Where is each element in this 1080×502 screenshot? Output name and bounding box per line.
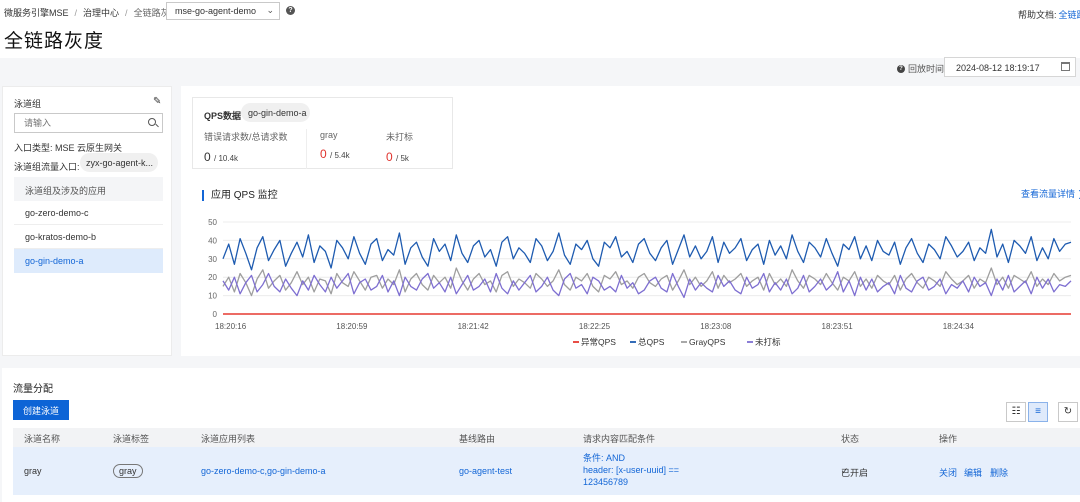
help-doc-link[interactable]: 全链路 [1058, 10, 1080, 20]
traffic-panel: 流量分配 创建泳道 ☷ ≡ ↻ 泳道名称 泳道标签 泳道应用列表 基线路由 请求… [2, 368, 1080, 502]
lane-group-search-input[interactable] [14, 113, 163, 133]
filter-settings-icon[interactable]: ☷ [1006, 402, 1026, 422]
x-tick-label: 18:23:51 [822, 322, 854, 331]
breadcrumb: 微服务引擎MSE / 治理中心 / 全链路灰度 [4, 6, 179, 19]
refresh-icon[interactable]: ↻ [1058, 402, 1078, 422]
y-tick-label: 20 [208, 273, 217, 282]
lane-app-list-header: 泳道组及涉及的应用 [14, 177, 163, 201]
col-match-condition: 请求内容匹配条件 [583, 434, 656, 444]
close-lane-link[interactable]: 关闭 [939, 468, 958, 478]
breadcrumb-current: 全链路灰度 [133, 8, 179, 18]
stat-untagged: 未打标 0 / 5k [386, 130, 413, 164]
col-baseline: 基线路由 [459, 434, 496, 444]
status-text: 已开启 [841, 468, 869, 478]
divider [306, 129, 307, 169]
lane-app-item[interactable]: go-zero-demo-c [14, 201, 163, 225]
table-header: 泳道名称 泳道标签 泳道应用列表 基线路由 请求内容匹配条件 状态 操作 [13, 428, 1080, 447]
app-select-value: mse-go-agent-demo [175, 6, 257, 16]
traffic-title: 流量分配 [13, 384, 53, 395]
y-tick-label: 40 [208, 236, 217, 245]
stat-value: 0 / 5.4k [320, 147, 350, 161]
x-tick-label: 18:20:16 [215, 322, 247, 331]
col-lane-tag: 泳道标签 [113, 434, 150, 444]
calendar-icon[interactable] [1061, 62, 1070, 71]
stat-label: 错误请求数/总请求数 [204, 132, 288, 142]
legend-label: 未打标 [755, 337, 781, 347]
lane-apps-link[interactable]: go-zero-demo-c,go-gin-demo-a [201, 466, 326, 476]
x-tick-label: 18:21:42 [458, 322, 490, 331]
stat-label: 未打标 [386, 132, 414, 142]
stat-label: gray [320, 130, 338, 140]
app-select[interactable]: mse-go-agent-demo ⌄ [166, 2, 280, 20]
entry-gateway-chip[interactable]: zyx-go-agent-k... [80, 153, 158, 172]
breadcrumb-separator: / [125, 7, 128, 18]
series-line-总QPS [222, 228, 1072, 271]
qps-panel: QPS数据 go-gin-demo-a 错误请求数/总请求数 0 / 10.4k… [181, 86, 1080, 356]
monitor-title: 应用 QPS 监控 [202, 190, 278, 201]
x-tick-label: 18:23:08 [700, 322, 732, 331]
breadcrumb-separator: / [74, 7, 78, 18]
legend-label: GrayQPS [689, 337, 726, 347]
search-icon[interactable] [148, 118, 156, 126]
replay-time-picker[interactable]: 2024-08-12 18:19:17 [944, 57, 1076, 77]
stat-value: 0 / 5k [386, 150, 409, 164]
qps-card-title: QPS数据 [204, 111, 242, 121]
stat-gray: gray 0 / 5.4k [320, 130, 350, 161]
legend-label: 异常QPS [581, 337, 616, 347]
entry-label: 泳道组流量入口: [14, 162, 80, 172]
legend-label: 总QPS [638, 337, 665, 347]
question-icon[interactable]: ? [897, 64, 905, 73]
x-tick-label: 18:22:25 [579, 322, 611, 331]
stat-value: 0 / 10.4k [204, 150, 239, 164]
replay-time-value: 2024-08-12 18:19:17 [956, 63, 1040, 73]
entry-type: 入口类型: MSE 云原生网关 [14, 143, 123, 153]
breadcrumb-mse[interactable]: 微服务引擎MSE [4, 8, 69, 18]
top-header: 微服务引擎MSE / 治理中心 / 全链路灰度 mse-go-agent-dem… [0, 0, 1080, 58]
match-condition-1: 条件: AND [583, 453, 626, 463]
breadcrumb-governance[interactable]: 治理中心 [83, 8, 120, 18]
col-status: 状态 [841, 434, 860, 444]
lane-tag-badge: gray [113, 464, 143, 478]
lane-group-title: 泳道组 [14, 99, 42, 109]
view-traffic-detail-link[interactable]: 查看流量详情 ❯ [1021, 189, 1080, 199]
check-icon: ✓ [841, 466, 849, 476]
help-doc: 帮助文档:全链路 [1018, 8, 1080, 21]
series-line-未打标 [222, 271, 1072, 299]
chevron-down-icon: ⌄ [266, 5, 274, 15]
help-icon[interactable]: ? [286, 6, 295, 15]
table-row: gray gray go-zero-demo-c,go-gin-demo-a g… [13, 447, 1080, 495]
qps-card: QPS数据 go-gin-demo-a 错误请求数/总请求数 0 / 10.4k… [192, 97, 453, 169]
page-title: 全链路灰度 [4, 31, 105, 52]
col-actions: 操作 [939, 434, 958, 444]
col-lane-name: 泳道名称 [24, 434, 61, 444]
y-tick-label: 30 [208, 255, 217, 264]
stat-error-total: 错误请求数/总请求数 0 / 10.4k [204, 130, 288, 164]
replay-time-text: 回放时间 [908, 64, 945, 74]
lane-group-panel: 泳道组 ✎ 入口类型: MSE 云原生网关 泳道组流量入口: zyx-go-ag… [2, 86, 172, 356]
replay-time-label: ? 回放时间 [897, 62, 944, 75]
baseline-link[interactable]: go-agent-test [459, 466, 513, 476]
y-tick-label: 10 [208, 292, 217, 301]
lane-app-item-selected[interactable]: go-gin-demo-a [14, 249, 163, 273]
delete-lane-link[interactable]: 删除 [990, 468, 1009, 478]
qps-app-chip: go-gin-demo-a [241, 103, 310, 122]
series-line-GrayQPS [222, 267, 1072, 297]
match-condition-3: 123456789 [583, 477, 629, 487]
y-tick-label: 0 [213, 310, 218, 319]
col-lane-apps: 泳道应用列表 [201, 434, 256, 444]
x-tick-label: 18:20:59 [336, 322, 368, 331]
edit-icon[interactable]: ✎ [153, 96, 162, 107]
help-doc-label: 帮助文档: [1018, 10, 1057, 20]
qps-line-chart: 0 10 20 30 40 50 18:20:16 18:20:59 18:21:42 18:22… [208, 218, 1072, 347]
list-view-icon[interactable]: ≡ [1028, 402, 1048, 422]
edit-lane-link[interactable]: 编辑 [964, 468, 983, 478]
lane-name: gray [24, 466, 42, 476]
match-condition-2: header: [x-user-uuid] == [583, 465, 680, 475]
lane-app-list: 泳道组及涉及的应用 go-zero-demo-c go-kratos-demo-… [14, 177, 163, 273]
create-lane-button[interactable]: 创建泳道 [13, 400, 69, 420]
lane-app-item[interactable]: go-kratos-demo-b [14, 225, 163, 249]
x-tick-label: 18:24:34 [943, 322, 975, 331]
y-tick-label: 50 [208, 218, 217, 227]
